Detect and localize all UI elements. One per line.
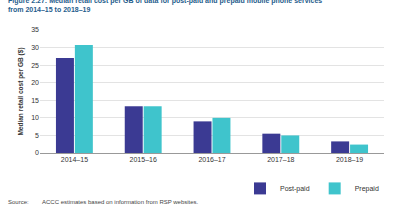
svg-text:2018–19: 2018–19 <box>336 156 363 163</box>
svg-text:10: 10 <box>31 114 39 121</box>
svg-text:2014–15: 2014–15 <box>61 156 88 163</box>
svg-text:30: 30 <box>31 44 39 51</box>
svg-text:Post-paid: Post-paid <box>280 185 310 193</box>
svg-text:35: 35 <box>31 26 39 33</box>
svg-text:20: 20 <box>31 79 39 86</box>
svg-text:Source:: Source: <box>8 199 29 205</box>
svg-text:Figure 2.27: Median retail cos: Figure 2.27: Median retail cost per GB o… <box>8 0 322 13</box>
svg-text:Median retail cost per GB ($): Median retail cost per GB ($) <box>17 47 25 135</box>
svg-text:2016–17: 2016–17 <box>198 156 225 163</box>
svg-text:ACCC estimates based on inform: ACCC estimates based on information from… <box>42 199 199 205</box>
svg-text:2015–16: 2015–16 <box>130 156 157 163</box>
svg-text:0: 0 <box>35 149 39 156</box>
svg-text:15: 15 <box>31 97 39 104</box>
svg-text:2017–18: 2017–18 <box>267 156 294 163</box>
svg-text:5: 5 <box>35 132 39 139</box>
svg-text:Prepaid: Prepaid <box>355 185 379 193</box>
svg-text:25: 25 <box>31 62 39 69</box>
